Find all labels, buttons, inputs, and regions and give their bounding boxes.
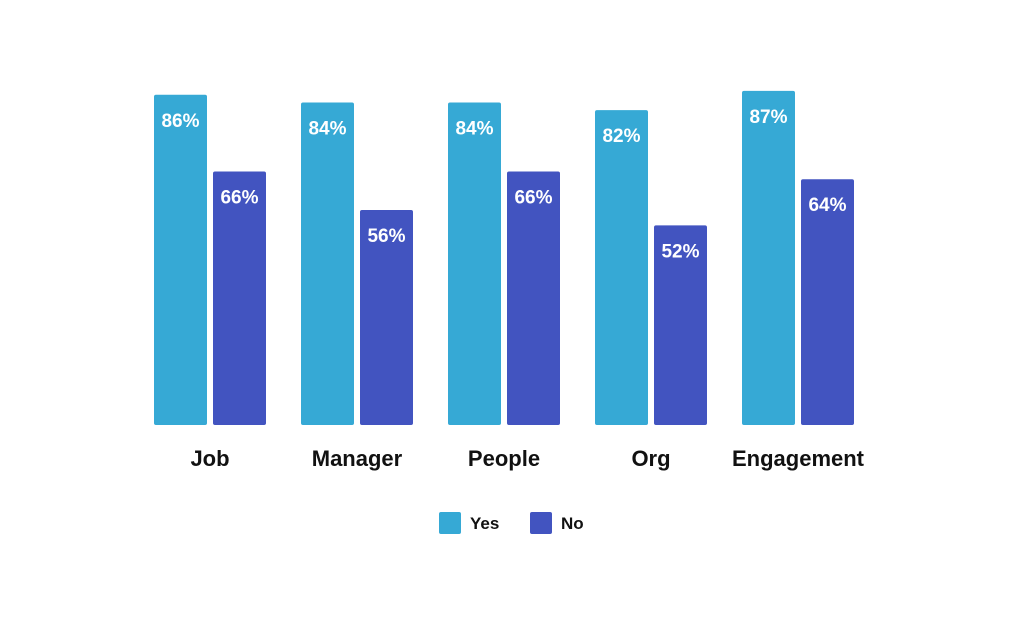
value-label-yes-people: 84% [455,118,493,139]
value-labels-layer: 86% 66% 84% 56% 84% 66% 82% 52% 87% 64% [161,107,846,262]
value-label-no-engagement: 64% [808,195,846,216]
legend-label-no: No [561,514,584,533]
value-label-yes-manager: 84% [308,118,346,139]
value-label-yes-engagement: 87% [749,107,787,128]
bar-no-job [213,171,266,425]
category-label-job: Job [190,446,229,471]
legend-swatch-no [530,512,552,534]
bar-yes-job [154,94,207,425]
bar-yes-engagement [742,90,795,426]
legend-swatch-yes [439,512,461,534]
bar-no-people [507,171,560,425]
legend-label-yes: Yes [470,514,499,533]
value-label-no-manager: 56% [367,226,405,247]
category-label-org: Org [631,446,670,471]
bar-yes-manager [301,102,354,425]
value-label-yes-org: 82% [602,126,640,147]
category-labels-layer: Job Manager People Org Engagement [190,446,864,471]
value-label-no-org: 52% [661,241,699,262]
value-label-no-people: 66% [514,188,552,209]
category-label-engagement: Engagement [732,446,865,471]
bar-no-manager [360,209,413,425]
legend: Yes No [439,512,584,534]
bar-yes-people [448,102,501,425]
value-label-no-job: 66% [220,188,258,209]
category-label-people: People [468,446,540,471]
value-label-yes-job: 86% [161,111,199,132]
bar-yes-org [595,110,648,426]
category-label-manager: Manager [312,446,403,471]
bars-layer [154,90,854,426]
bar-no-engagement [801,179,854,425]
bar-no-org [654,225,707,425]
